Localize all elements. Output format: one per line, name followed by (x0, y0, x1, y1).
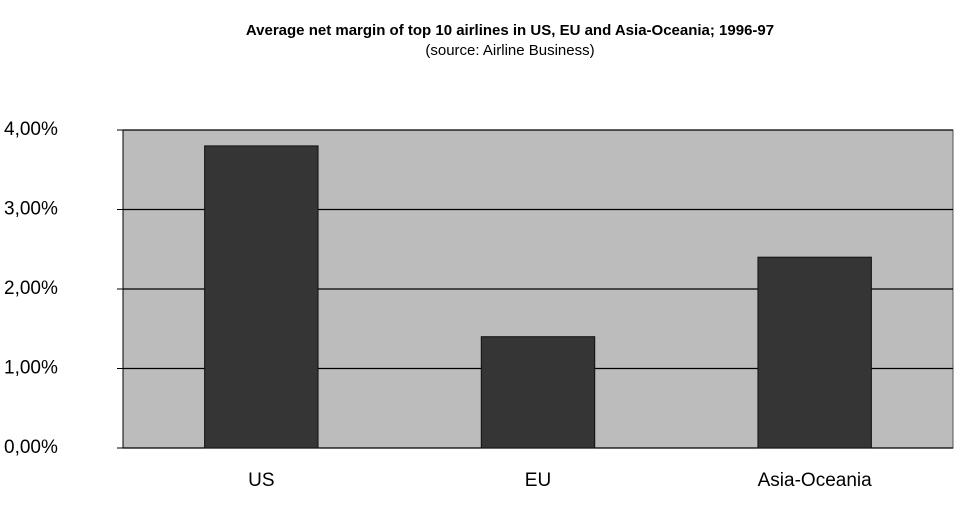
y-tick-label: 4,00% (4, 119, 58, 140)
bar (480, 336, 596, 449)
x-tick-label: Asia-Oceania (758, 470, 872, 491)
y-tick-label: 3,00% (4, 199, 58, 220)
y-tick-label: 2,00% (4, 278, 58, 299)
bar (757, 256, 872, 449)
chart-subtitle: (source: Airline Business) (425, 42, 594, 59)
y-tick-label: 0,00% (4, 437, 58, 458)
bar (204, 145, 319, 449)
chart-title: Average net margin of top 10 airlines in… (246, 22, 774, 39)
x-tick-label: EU (525, 470, 551, 491)
x-tick-label: US (248, 470, 274, 491)
y-tick-label: 1,00% (4, 358, 58, 379)
